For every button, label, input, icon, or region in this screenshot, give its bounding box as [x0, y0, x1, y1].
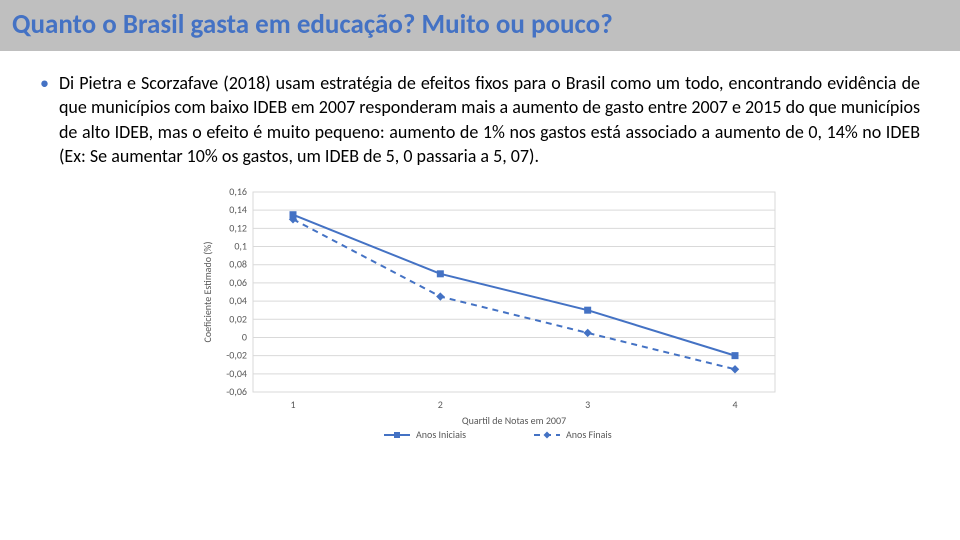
svg-text:3: 3 — [585, 398, 590, 411]
svg-text:0,1: 0,1 — [234, 240, 247, 253]
svg-text:4: 4 — [732, 398, 737, 411]
svg-text:Anos Iniciais: Anos Iniciais — [416, 428, 466, 441]
bullet-marker: • — [40, 71, 49, 96]
svg-text:2: 2 — [438, 398, 443, 411]
chart-svg: -0,06 -0,04 -0,02 0 0,02 0,04 0,06 0,08 0,1 0,12 0… — [175, 182, 785, 447]
page-title: Quanto o Brasil gasta em educação? Muito… — [12, 8, 948, 41]
svg-text:0,16: 0,16 — [229, 185, 247, 198]
bullet-text: Di Pietra e Scorzafave (2018) usam estra… — [59, 71, 920, 168]
svg-text:0,12: 0,12 — [229, 222, 247, 235]
svg-text:-0,06: -0,06 — [226, 385, 247, 398]
chart-container: -0,06 -0,04 -0,02 0 0,02 0,04 0,06 0,08 0,1 0,12 0… — [40, 182, 920, 452]
svg-text:0,14: 0,14 — [229, 203, 247, 216]
line-chart: -0,06 -0,04 -0,02 0 0,02 0,04 0,06 0,08 0,1 0,12 0… — [175, 182, 785, 452]
svg-text:0,02: 0,02 — [229, 312, 247, 325]
content-area: • Di Pietra e Scorzafave (2018) usam est… — [0, 51, 960, 460]
svg-text:0,08: 0,08 — [229, 258, 247, 271]
svg-text:-0,02: -0,02 — [226, 349, 247, 362]
svg-text:-0,04: -0,04 — [226, 367, 247, 380]
svg-text:Coeficiente Estimado (%): Coeficiente Estimado (%) — [201, 242, 214, 343]
svg-text:0,06: 0,06 — [229, 276, 247, 289]
svg-text:Anos Finais: Anos Finais — [566, 428, 612, 441]
svg-text:0,04: 0,04 — [229, 294, 247, 307]
svg-text:0: 0 — [242, 331, 247, 344]
svg-text:Quartil de Notas em 2007: Quartil de Notas em 2007 — [462, 414, 566, 427]
bullet-item: • Di Pietra e Scorzafave (2018) usam est… — [40, 71, 920, 168]
title-bar: Quanto o Brasil gasta em educação? Muito… — [0, 0, 960, 51]
svg-text:1: 1 — [290, 398, 295, 411]
